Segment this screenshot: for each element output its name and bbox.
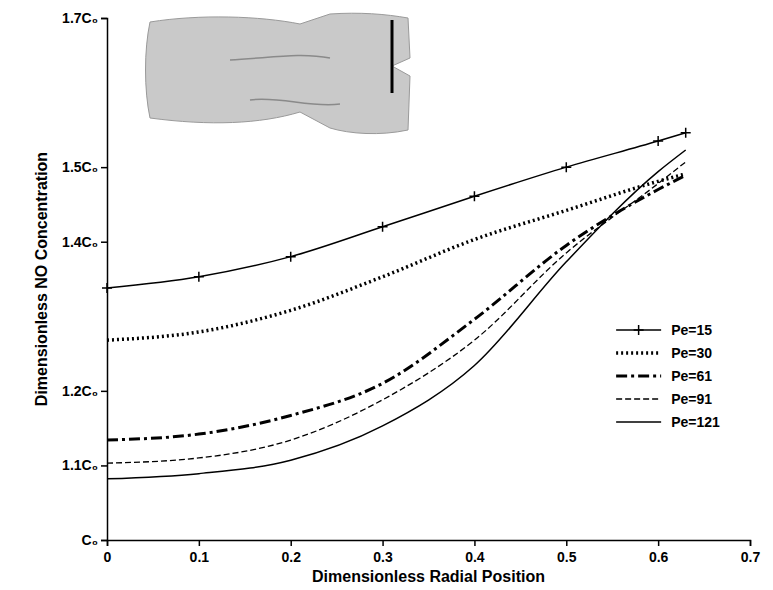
legend-swatch (616, 351, 661, 355)
series-marker (681, 128, 691, 138)
y-axis-line (101, 19, 108, 541)
legend-label: Pe=61 (671, 368, 712, 384)
y-tick-mark (101, 540, 107, 542)
y-tick-label: 1.4C₀ (62, 234, 98, 250)
x-tick: 0.4 (465, 540, 485, 565)
legend-item: Pe=61 (616, 368, 712, 384)
x-axis-title: Dimensionless Radial Position (312, 568, 545, 585)
x-tick-label: 0.4 (465, 549, 485, 565)
legend-item: Pe=15 (616, 322, 712, 338)
y-tick-mark (101, 241, 107, 243)
inset-detail (230, 55, 340, 104)
x-tick: 0 (104, 540, 112, 565)
series-marker (102, 283, 112, 293)
y-tick: C₀ (82, 532, 107, 548)
legend-label: Pe=91 (671, 391, 712, 407)
series-marker (286, 252, 296, 262)
y-tick: 1.2C₀ (62, 383, 107, 399)
inset-image (146, 13, 411, 133)
y-tick-mark (101, 18, 107, 20)
y-tick-label: C₀ (82, 532, 98, 548)
series-marker (561, 162, 571, 172)
x-tick-label: 0.6 (649, 549, 669, 565)
y-tick-mark (101, 465, 107, 467)
series-line (107, 174, 686, 340)
legend-item: Pe=30 (616, 345, 712, 361)
x-tick-label: 0.5 (557, 549, 577, 565)
x-tick-mark (474, 540, 476, 546)
series-line (107, 133, 686, 288)
x-tick: 0.1 (190, 540, 210, 565)
x-tick-mark (382, 540, 384, 546)
legend-swatch (616, 398, 661, 399)
series-marker (469, 191, 479, 201)
y-tick: 1.5C₀ (62, 159, 107, 175)
y-tick: 1.7C₀ (62, 10, 107, 26)
legend-item: Pe=91 (616, 391, 712, 407)
series-marker (194, 272, 204, 282)
x-tick: 0.6 (649, 540, 669, 565)
x-tick-mark (750, 540, 752, 546)
legend-swatch (616, 421, 661, 423)
y-tick-label: 1.5C₀ (62, 159, 98, 175)
legend-swatch (616, 375, 661, 378)
y-tick-label: 1.7C₀ (62, 10, 98, 26)
y-axis-title: Dimensionless NO Concentration (33, 152, 50, 406)
x-tick-mark (566, 540, 568, 546)
plot-area (102, 128, 691, 479)
legend-label: Pe=15 (671, 322, 712, 338)
x-axis-line (108, 541, 751, 547)
series-line (107, 175, 686, 440)
x-tick-label: 0.3 (373, 549, 393, 565)
x-tick-mark (658, 540, 660, 546)
chart: 0 0.1 0.2 0.3 0.4 0.5 0.6 0.7 C₀ 1.1C₀ 1.2C₀ 1.4C₀ 1… (0, 0, 773, 590)
y-tick-mark (101, 391, 107, 393)
series-marker (378, 222, 388, 232)
x-tick-label: 0.2 (281, 549, 301, 565)
x-tick-label: 0.1 (190, 549, 210, 565)
y-axis: C₀ 1.1C₀ 1.2C₀ 1.4C₀ 1.5C₀ 1.7C₀ (62, 10, 107, 548)
x-tick: 0.3 (373, 540, 393, 565)
x-tick: 0.5 (557, 540, 577, 565)
y-tick: 1.4C₀ (62, 234, 107, 250)
x-tick-mark (290, 540, 292, 546)
series-line (107, 150, 686, 479)
series-marker (653, 136, 663, 146)
legend-item: Pe=121 (616, 414, 720, 430)
y-tick-label: 1.1C₀ (62, 457, 98, 473)
x-tick-label: 0.7 (741, 549, 761, 565)
x-axis: 0 0.1 0.2 0.3 0.4 0.5 0.6 0.7 (104, 540, 761, 565)
x-tick-mark (199, 540, 201, 546)
legend: Pe=15 Pe=30 Pe=61 Pe=91 Pe=121 (616, 322, 720, 430)
legend-label: Pe=121 (671, 414, 720, 430)
y-tick-mark (101, 167, 107, 169)
x-tick: 0.2 (281, 540, 301, 565)
legend-marker (634, 325, 644, 335)
y-tick: 1.1C₀ (62, 457, 107, 473)
inset-section-line (391, 20, 394, 93)
x-tick: 0.7 (741, 540, 761, 565)
inset-vessel (146, 13, 411, 133)
x-tick-label: 0 (104, 549, 112, 565)
y-tick-label: 1.2C₀ (62, 383, 98, 399)
legend-label: Pe=30 (671, 345, 712, 361)
